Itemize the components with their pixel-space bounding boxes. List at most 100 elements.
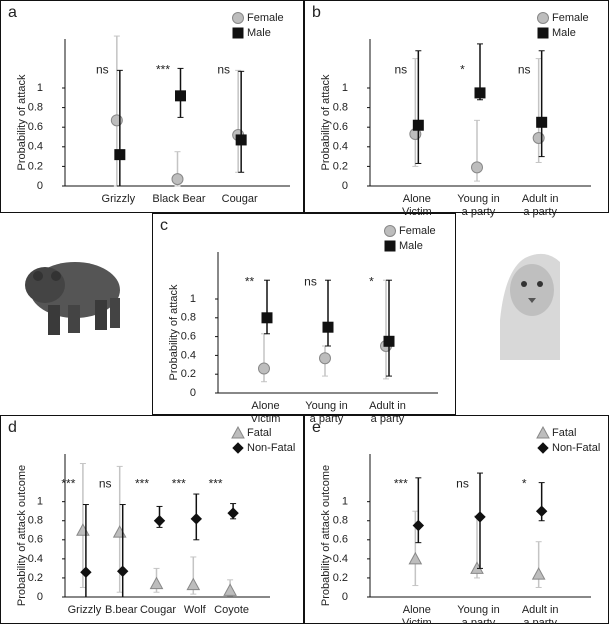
legend-marker	[232, 27, 244, 39]
y-axis-label: Probability of attack	[168, 284, 180, 380]
x-tick-label: Victim	[251, 413, 281, 425]
y-tick-label: 0	[190, 387, 196, 399]
panel-border	[152, 213, 456, 415]
legend-marker	[231, 425, 245, 439]
x-tick-label: Adult in	[522, 193, 559, 205]
legend-label: Non-Fatal	[247, 442, 295, 454]
data-point	[186, 577, 201, 591]
significance: *	[369, 274, 374, 288]
data-point	[536, 116, 548, 128]
data-point	[471, 161, 483, 174]
data-point	[80, 566, 92, 578]
y-tick-label: 0.6	[28, 121, 43, 133]
data-point	[116, 565, 129, 577]
x-tick-label: Young in	[457, 604, 499, 616]
y-tick-label: 0.4	[28, 141, 43, 153]
y-tick-label: 0	[342, 591, 348, 603]
data-point	[227, 507, 239, 519]
data-point	[223, 583, 237, 596]
y-tick-label: 0.2	[181, 368, 196, 380]
y-tick-label: 0.4	[333, 141, 348, 153]
y-tick-label: 0.2	[28, 572, 43, 584]
legend-label: Non-Fatal	[552, 442, 600, 454]
data-point	[474, 87, 486, 99]
legend-marker	[537, 442, 549, 454]
panel-label: c	[160, 217, 168, 234]
cougar-image	[500, 253, 560, 360]
x-tick-label: Adult in	[522, 604, 559, 616]
x-tick-label: Grizzly	[102, 193, 136, 205]
y-tick-label: 0.6	[333, 534, 348, 546]
legend-label: Male	[552, 27, 576, 39]
significance: **	[245, 274, 255, 288]
legend-label: Fatal	[247, 427, 271, 439]
y-tick-label: 0.8	[28, 102, 43, 114]
x-tick-label: Coyote	[214, 604, 249, 616]
legend-label: Female	[552, 12, 589, 24]
legend-marker	[232, 442, 244, 454]
x-tick-label: Victim	[402, 617, 432, 624]
panel: d Probability of attack outcome 0 0.2 0.4 0.6…	[0, 415, 304, 624]
y-tick-label: 1	[342, 496, 348, 508]
data-point	[474, 511, 486, 523]
y-tick-label: 0.4	[333, 553, 348, 565]
data-point	[114, 149, 126, 161]
y-tick-label: 0.6	[333, 121, 348, 133]
data-point	[190, 513, 203, 525]
x-tick-label: B.bear	[105, 604, 138, 616]
y-tick-label: 0.6	[181, 331, 196, 343]
panel: b Probability of attack 0 0.2 0.4 0.6 0.8 1 Alon…	[304, 0, 609, 218]
x-tick-label: Alone	[403, 604, 431, 616]
significance: ***	[209, 477, 223, 491]
data-point	[383, 335, 395, 347]
y-tick-label: 1	[342, 82, 348, 94]
y-tick-label: 0.4	[28, 553, 43, 565]
y-tick-label: 1	[37, 82, 43, 94]
data-point	[149, 576, 164, 590]
y-tick-label: 0.2	[28, 160, 43, 172]
data-point	[76, 523, 90, 536]
x-tick-label: Alone	[251, 400, 279, 412]
x-tick-label: a party	[371, 413, 405, 425]
panel: c Probability of attack 0 0.2 0.4 0.6 0.8 1 Alon…	[152, 213, 456, 425]
data-point	[322, 321, 334, 333]
legend-label: Male	[247, 27, 271, 39]
data-point	[261, 312, 273, 324]
x-tick-label: Cougar	[140, 604, 176, 616]
data-point	[235, 134, 247, 146]
y-tick-label: 0.6	[28, 534, 43, 546]
legend-label: Male	[399, 240, 423, 252]
data-point	[112, 525, 127, 538]
y-axis-label: Probability of attack	[16, 74, 28, 170]
x-tick-label: Cougar	[222, 193, 258, 205]
x-tick-label: Alone	[403, 193, 431, 205]
significance: ns	[217, 63, 230, 77]
x-tick-label: a party	[462, 206, 496, 218]
legend-marker	[232, 12, 244, 24]
data-point	[319, 352, 331, 365]
x-tick-label: Wolf	[184, 604, 207, 616]
x-tick-label: a party	[462, 617, 496, 624]
legend-marker	[537, 27, 549, 39]
y-tick-label: 0	[37, 180, 43, 192]
panel-label: d	[8, 419, 17, 436]
legend-label: Female	[247, 12, 284, 24]
y-axis-label: Probability of attack outcome	[320, 465, 332, 606]
y-tick-label: 0.2	[333, 160, 348, 172]
y-axis-label: Probability of attack outcome	[16, 465, 28, 606]
x-tick-label: a party	[523, 206, 557, 218]
x-tick-label: Adult in	[369, 400, 406, 412]
panel: a Probability of attack 0 0.2 0.4 0.6 0.8 1 Griz…	[0, 0, 304, 213]
data-point	[531, 567, 546, 580]
x-tick-label: a party	[523, 617, 557, 624]
bear-image	[25, 262, 120, 335]
data-point	[412, 519, 425, 532]
data-point	[408, 551, 423, 565]
data-point	[258, 362, 270, 375]
significance: ***	[135, 477, 149, 491]
y-tick-label: 0.8	[333, 102, 348, 114]
y-tick-label: 0	[342, 180, 348, 192]
x-tick-label: Young in	[457, 193, 499, 205]
x-tick-label: Black Bear	[152, 193, 206, 205]
